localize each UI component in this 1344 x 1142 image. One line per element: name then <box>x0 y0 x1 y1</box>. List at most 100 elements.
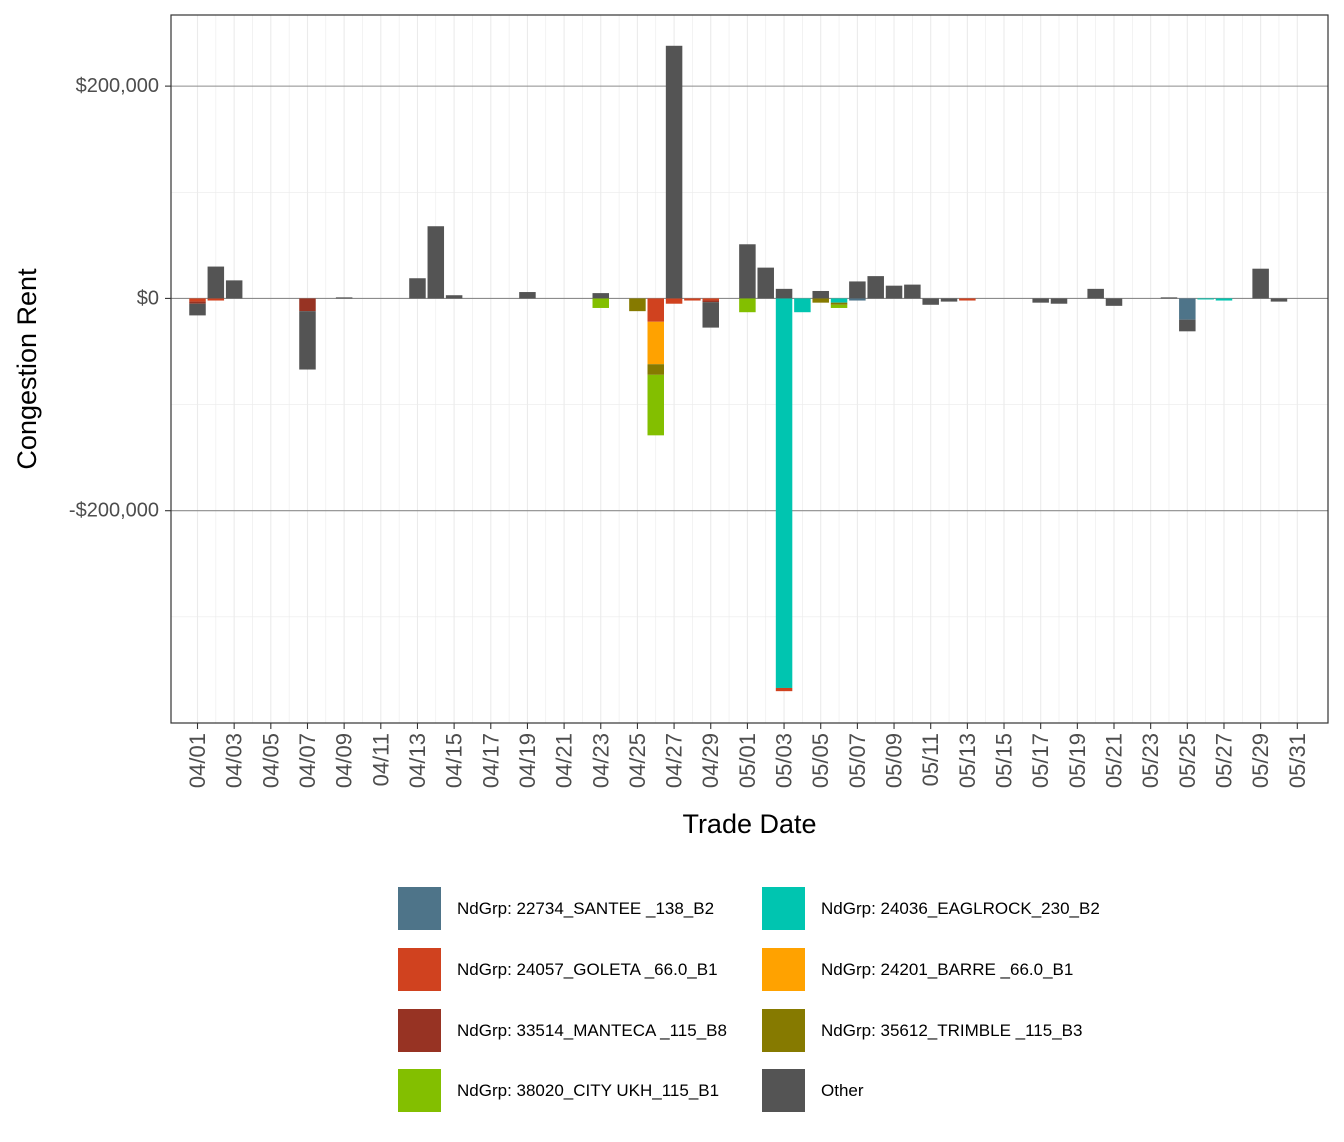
bar-segment <box>812 298 829 303</box>
bar-segment <box>335 297 353 299</box>
legend-swatch <box>762 948 805 991</box>
x-tick-label: 05/03 <box>772 733 797 788</box>
bar-segment <box>299 298 316 312</box>
legend-item: NdGrp: 22734_SANTEE _138_B2 <box>398 887 714 930</box>
bar-segment <box>940 298 958 302</box>
legend-label: NdGrp: 33514_MANTECA _115_B8 <box>457 1021 727 1040</box>
x-tick-label: 04/27 <box>662 733 687 788</box>
y-axis-ticks: $200,000 $0 -$200,000 <box>69 75 171 522</box>
x-tick-label: 05/23 <box>1138 733 1163 788</box>
legend-swatch <box>398 948 441 991</box>
bar-segment <box>592 298 610 308</box>
bar-segment <box>207 266 225 299</box>
bar-segment <box>1252 268 1269 299</box>
x-tick-label: 05/01 <box>735 733 760 788</box>
plot-border <box>170 14 1329 724</box>
bar-segment <box>684 298 701 301</box>
bar-segment <box>1160 297 1178 299</box>
bar-segment <box>775 288 793 299</box>
legend-label: NdGrp: 38020_CITY UKH_115_B1 <box>457 1081 719 1100</box>
bar-segment <box>299 311 316 370</box>
bar-segment <box>189 303 206 316</box>
x-tick-label: 05/25 <box>1175 733 1200 788</box>
x-tick-label: 05/21 <box>1102 733 1127 788</box>
bar-segment <box>812 290 829 299</box>
legend-item: Other <box>762 1069 864 1112</box>
bar-segment <box>739 244 756 299</box>
bar-segment <box>1050 298 1068 304</box>
legend-swatch <box>398 887 441 930</box>
x-tick-label: 04/19 <box>515 733 540 788</box>
x-axis-title: Trade Date <box>682 809 816 839</box>
bar-segment <box>1270 298 1288 302</box>
bar-segment <box>794 298 811 313</box>
bar-segment <box>702 302 719 328</box>
x-tick-label: 04/15 <box>442 733 467 788</box>
bar-segment <box>775 687 793 692</box>
x-tick-label: 05/09 <box>882 733 907 788</box>
legend-label: Other <box>821 1081 864 1100</box>
y-axis-title: Congestion Rent <box>12 268 42 470</box>
legend-swatch <box>762 887 805 930</box>
y-tick-label: -$200,000 <box>69 500 159 522</box>
bar-segment <box>225 280 243 299</box>
bar-segment <box>647 298 664 322</box>
bar-segment <box>830 304 848 308</box>
bar-segment <box>775 298 793 688</box>
bar-segment <box>702 300 719 303</box>
bar-segment <box>207 298 225 301</box>
bar-segment <box>867 276 884 299</box>
bar-segment <box>1179 319 1196 332</box>
x-tick-label: 05/05 <box>808 733 833 788</box>
legend-swatch <box>398 1009 441 1052</box>
bar-segment <box>922 298 939 305</box>
bar-segment <box>1197 298 1214 300</box>
bar-segment <box>959 298 976 301</box>
x-tick-label: 04/29 <box>698 733 723 788</box>
y-tick-label: $0 <box>137 287 159 309</box>
x-tick-label: 04/05 <box>258 733 283 788</box>
bar-segment <box>757 267 774 299</box>
bars <box>189 45 1288 692</box>
x-tick-label: 04/09 <box>332 733 357 788</box>
legend-label: NdGrp: 24201_BARRE _66.0_B1 <box>821 960 1073 979</box>
x-tick-label: 05/29 <box>1248 733 1273 788</box>
bar-segment <box>1032 298 1049 303</box>
bar-segment <box>904 284 921 299</box>
bar-segment <box>1215 298 1233 301</box>
x-tick-label: 04/25 <box>625 733 650 788</box>
legend: NdGrp: 22734_SANTEE _138_B2 NdGrp: 24057_… <box>398 887 1100 1112</box>
x-tick-label: 05/07 <box>845 733 870 788</box>
legend-item: NdGrp: 24036_EAGLROCK_230_B2 <box>762 887 1100 930</box>
x-tick-label: 05/15 <box>992 733 1017 788</box>
x-tick-label: 05/19 <box>1065 733 1090 788</box>
legend-item: NdGrp: 24201_BARRE _66.0_B1 <box>762 948 1073 991</box>
legend-label: NdGrp: 35612_TRIMBLE _115_B3 <box>821 1021 1082 1040</box>
x-tick-label: 05/17 <box>1028 733 1053 788</box>
legend-label: NdGrp: 24057_GOLETA _66.0_B1 <box>457 960 718 979</box>
bar-segment <box>629 298 646 312</box>
bar-segment <box>647 321 664 365</box>
legend-swatch <box>398 1069 441 1112</box>
x-tick-label: 04/03 <box>222 733 247 788</box>
bar-segment <box>189 301 206 304</box>
bar-segment <box>830 298 848 303</box>
bar-segment <box>830 302 848 305</box>
legend-item: NdGrp: 38020_CITY UKH_115_B1 <box>398 1069 719 1112</box>
bar-segment <box>1105 298 1123 306</box>
bar-segment <box>885 285 903 299</box>
x-tick-label: 04/01 <box>185 733 210 788</box>
bar-segment <box>647 364 664 375</box>
bar-segment <box>849 298 866 301</box>
bar-segment <box>189 298 206 302</box>
x-tick-label: 04/23 <box>588 733 613 788</box>
y-tick-label: $200,000 <box>76 75 159 97</box>
bar-segment <box>427 226 445 299</box>
legend-item: NdGrp: 33514_MANTECA _115_B8 <box>398 1009 727 1052</box>
bar-segment <box>647 374 664 436</box>
x-tick-label: 05/27 <box>1211 733 1236 788</box>
bar-segment <box>1087 288 1104 299</box>
x-tick-label: 05/13 <box>955 733 980 788</box>
bar-segment <box>702 298 719 301</box>
